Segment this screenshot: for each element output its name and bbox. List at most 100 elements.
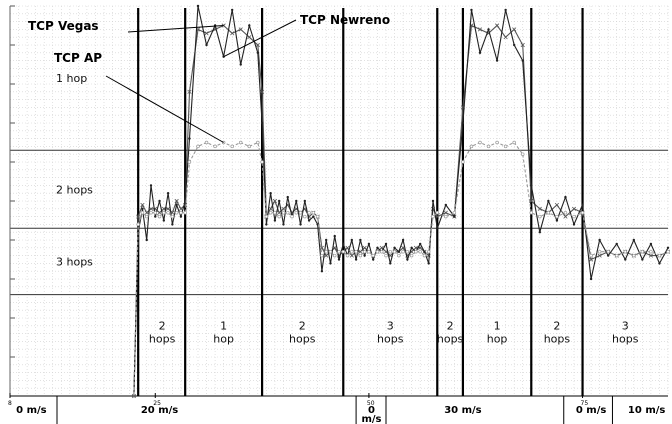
data-point <box>658 262 661 265</box>
data-point <box>503 144 508 149</box>
hop-band-lines <box>10 149 668 296</box>
data-point <box>521 59 524 62</box>
x-tick-label: 75 <box>581 400 589 407</box>
speed-label: 10 m/s <box>628 405 665 416</box>
data-point <box>589 257 594 262</box>
speed-label: 0 m/s <box>576 405 607 416</box>
data-point <box>174 210 179 215</box>
data-point <box>239 63 242 66</box>
data-point <box>436 227 439 230</box>
data-point <box>512 43 516 47</box>
data-point <box>204 31 209 36</box>
phase-label: 2 <box>159 320 166 333</box>
data-point <box>149 210 153 215</box>
data-point <box>478 140 482 145</box>
data-point <box>179 210 183 215</box>
data-point <box>563 210 568 215</box>
data-point <box>320 253 324 258</box>
data-point <box>277 199 281 203</box>
data-point <box>358 249 363 254</box>
phase-dividers <box>137 8 584 396</box>
data-point <box>264 214 269 219</box>
data-point <box>529 210 534 215</box>
data-point <box>337 249 341 254</box>
phase-label: hops <box>377 333 404 346</box>
data-point <box>598 238 601 242</box>
data-point <box>546 210 551 215</box>
phase-label: hop <box>487 333 508 346</box>
data-point <box>272 198 277 204</box>
data-point <box>384 253 388 258</box>
data-point <box>597 249 602 254</box>
data-point <box>443 210 448 215</box>
data-point <box>461 121 465 125</box>
phase-label: hops <box>289 333 316 346</box>
data-point <box>469 144 474 149</box>
data-point <box>362 249 367 254</box>
data-point <box>324 253 329 258</box>
hop-band-label: 3 hops <box>56 255 93 268</box>
data-point <box>371 258 375 261</box>
data-point <box>503 35 508 40</box>
data-point <box>179 215 183 218</box>
data-point <box>324 249 328 254</box>
data-point <box>144 210 149 215</box>
data-point <box>140 202 145 207</box>
data-point <box>157 210 162 215</box>
data-point <box>187 89 192 94</box>
data-point <box>328 249 333 254</box>
data-point <box>666 249 670 254</box>
data-point <box>529 198 534 204</box>
data-point <box>530 184 533 187</box>
data-point <box>452 210 457 215</box>
data-point <box>269 192 272 195</box>
data-point <box>431 199 435 203</box>
data-point <box>477 27 483 32</box>
phase-label: hops <box>544 333 571 346</box>
data-point <box>363 254 366 257</box>
data-point <box>153 210 158 215</box>
speed-label: 20 m/s <box>141 405 178 416</box>
data-point <box>256 140 260 145</box>
data-point <box>632 238 636 242</box>
data-point <box>410 246 413 249</box>
data-point <box>461 160 465 164</box>
data-point <box>158 199 161 203</box>
x-axis: 8 25 50 750 m/s 20 m/s 0m/s30 m/s 0 m/s 10 m/s <box>8 6 668 424</box>
x-tick-label: 50 <box>367 400 375 407</box>
data-point <box>145 238 148 242</box>
data-point <box>580 210 585 215</box>
data-point <box>183 210 187 215</box>
data-point <box>285 210 290 215</box>
phase-label: 3 <box>387 320 394 333</box>
data-point <box>290 214 294 219</box>
data-point <box>632 253 636 258</box>
data-point <box>589 277 593 281</box>
data-point <box>204 140 209 145</box>
data-point <box>282 223 285 226</box>
data-point <box>265 223 268 226</box>
data-point <box>205 43 208 47</box>
phase-label: hop <box>213 333 234 346</box>
data-point <box>649 242 653 246</box>
data-point <box>538 231 542 234</box>
annotation-leader <box>223 19 297 58</box>
data-point <box>563 214 568 219</box>
x-tick-label: 25 <box>153 400 161 407</box>
hop-band-label: 2 hops <box>56 183 93 196</box>
data-point <box>350 249 354 254</box>
data-point <box>648 253 653 258</box>
data-point <box>389 262 392 265</box>
data-point <box>401 238 405 242</box>
data-point <box>418 249 422 254</box>
data-point <box>320 270 324 273</box>
data-point <box>555 219 559 222</box>
data-point <box>367 242 371 246</box>
data-point <box>324 238 328 242</box>
data-point <box>277 210 282 215</box>
data-point <box>260 89 265 94</box>
data-point <box>277 214 281 219</box>
data-point <box>238 140 243 145</box>
data-point <box>315 214 320 219</box>
